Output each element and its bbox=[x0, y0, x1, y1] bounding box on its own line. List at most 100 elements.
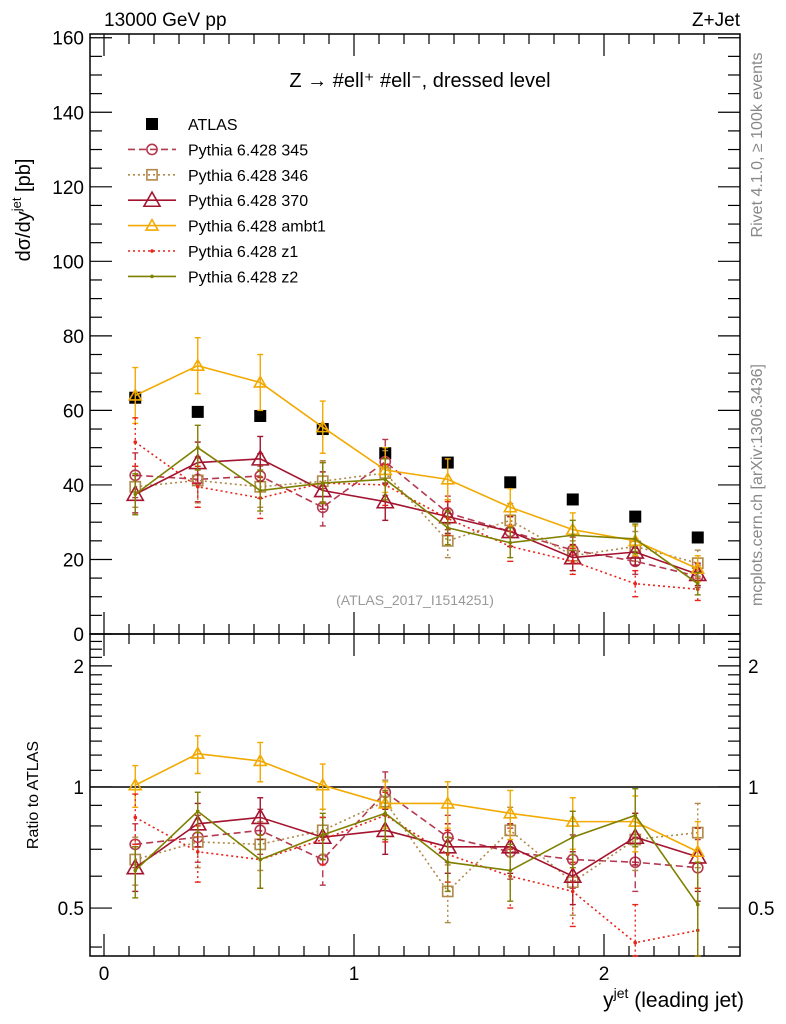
series-pythia-6-428-346 bbox=[129, 779, 704, 924]
data-point-marker bbox=[133, 868, 138, 873]
x-axis-label-sup: jet bbox=[613, 985, 629, 1001]
data-point-marker bbox=[254, 409, 267, 422]
ratio-y-tick-label-right: 1 bbox=[748, 778, 759, 799]
legend-item: Pythia 6.428 345 bbox=[128, 142, 308, 159]
data-point-marker bbox=[133, 815, 138, 820]
data-point-marker bbox=[190, 746, 206, 759]
data-point-marker bbox=[150, 274, 154, 279]
legend-label: Pythia 6.428 z1 bbox=[188, 244, 298, 261]
ratio-panel-frame bbox=[89, 633, 741, 957]
series-line bbox=[134, 364, 699, 570]
data-point-marker bbox=[570, 889, 575, 894]
series-pythia-6-428-z2 bbox=[132, 788, 701, 957]
data-point-marker bbox=[633, 581, 638, 586]
data-point-marker bbox=[250, 807, 270, 825]
main-axes: 0 20 40 60 80 100 120 140 160 bbox=[52, 29, 740, 646]
data-point-marker bbox=[570, 559, 575, 564]
data-point-marker bbox=[383, 811, 388, 816]
legend-item: Pythia 6.428 ambt1 bbox=[128, 218, 326, 236]
data-point-marker bbox=[195, 809, 200, 814]
series-pythia-6-428-ambt1 bbox=[127, 735, 706, 889]
legend-item: Pythia 6.428 z1 bbox=[128, 244, 298, 261]
data-point-marker bbox=[133, 492, 138, 497]
data-point-marker bbox=[633, 940, 638, 945]
y-axis-label-main: dσ/dy bbox=[13, 211, 35, 261]
legend-label: Pythia 6.428 z2 bbox=[188, 269, 298, 286]
series-line bbox=[135, 800, 698, 893]
data-point-marker bbox=[144, 218, 160, 231]
data-point-marker bbox=[440, 795, 456, 809]
ratio-axes: 0.5 0.5 1 1 2 2 0 1 2 bbox=[58, 634, 774, 985]
data-point-marker bbox=[570, 533, 575, 538]
x-tick-label: 1 bbox=[349, 964, 360, 985]
series-line bbox=[134, 810, 699, 906]
data-point-marker bbox=[320, 833, 325, 837]
series-pythia-6-428-345 bbox=[129, 771, 704, 902]
data-point-marker bbox=[570, 835, 575, 840]
data-point-marker bbox=[633, 813, 638, 818]
data-point-marker bbox=[195, 445, 200, 450]
data-point-marker bbox=[375, 492, 395, 509]
series-line bbox=[134, 814, 698, 944]
legend-label: ATLAS bbox=[188, 117, 238, 134]
data-point-marker bbox=[695, 581, 700, 586]
legend-label: Pythia 6.428 ambt1 bbox=[188, 219, 326, 236]
data-point-marker bbox=[146, 168, 158, 181]
series-line bbox=[134, 752, 699, 853]
series-atlas bbox=[129, 391, 704, 544]
legend-label: Pythia 6.428 370 bbox=[188, 193, 308, 210]
data-point-marker bbox=[504, 476, 517, 489]
data-point-marker bbox=[508, 868, 513, 873]
x-tick-label: 2 bbox=[599, 964, 610, 985]
y-tick-label: 80 bbox=[63, 327, 84, 348]
data-point-marker bbox=[502, 499, 518, 513]
y-tick-label: 0 bbox=[73, 625, 84, 646]
data-point-marker bbox=[133, 440, 138, 444]
x-axis-label: yjet (leading jet) bbox=[603, 985, 744, 1012]
y-tick-label: 40 bbox=[63, 476, 84, 497]
legend: ATLAS Pythia 6.428 345 Pythia 6.428 346 Pyt… bbox=[128, 117, 326, 286]
ratio-y-tick-label-right: 0.5 bbox=[748, 899, 774, 920]
y-axis-label-sup: jet bbox=[9, 197, 24, 212]
data-point-marker bbox=[625, 542, 645, 559]
data-point-marker bbox=[440, 471, 456, 485]
data-point-marker bbox=[195, 484, 200, 489]
data-point-marker bbox=[142, 190, 162, 208]
data-point-marker bbox=[691, 531, 704, 544]
data-point-marker bbox=[445, 525, 450, 530]
series-line bbox=[135, 460, 698, 578]
data-point-marker bbox=[445, 860, 450, 865]
data-point-marker bbox=[508, 540, 513, 545]
data-point-marker bbox=[633, 537, 638, 541]
data-point-marker bbox=[502, 805, 518, 819]
series-pythia-6-428-z1 bbox=[132, 791, 701, 957]
legend-item: Pythia 6.428 370 bbox=[128, 190, 308, 210]
series-pythia-6-428-z2 bbox=[132, 424, 701, 596]
ratio-y-tick-label: 0.5 bbox=[58, 899, 84, 920]
main-series-group bbox=[125, 337, 708, 602]
data-point-marker bbox=[127, 387, 143, 401]
data-point-marker bbox=[383, 477, 388, 482]
y-tick-label: 160 bbox=[52, 29, 84, 50]
x-axis-label-main: y bbox=[603, 989, 614, 1012]
ratio-y-tick-label-right: 2 bbox=[748, 657, 759, 678]
y-axis-label-unit: [pb] bbox=[13, 159, 35, 198]
data-point-marker bbox=[250, 449, 270, 466]
ratio-y-axis-label: Ratio to ATLAS bbox=[25, 741, 42, 849]
data-point-marker bbox=[315, 777, 331, 791]
data-point-marker bbox=[191, 405, 204, 418]
legend-label: Pythia 6.428 346 bbox=[188, 168, 308, 185]
plot-title: Z → #ell⁺ #ell⁻, dressed level bbox=[289, 70, 550, 92]
data-point-marker bbox=[195, 849, 200, 854]
data-point-marker bbox=[258, 488, 263, 493]
data-point-marker bbox=[315, 419, 331, 433]
y-tick-label: 20 bbox=[63, 550, 84, 571]
mcplots-reference: mcplots.cern.ch [arXiv:1306.3436] bbox=[749, 364, 766, 606]
series-line bbox=[134, 458, 699, 576]
data-point-marker bbox=[146, 143, 158, 156]
header-left: 13000 GeV pp bbox=[104, 10, 227, 31]
data-point-marker bbox=[695, 902, 700, 907]
header-right: Z+Jet bbox=[692, 10, 741, 31]
series-line bbox=[134, 441, 698, 591]
